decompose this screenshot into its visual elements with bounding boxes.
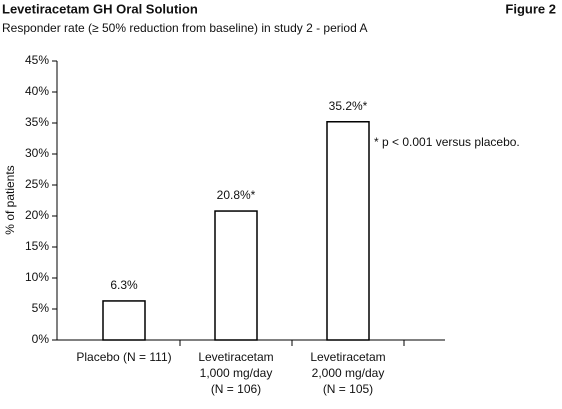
x-tick-label: (N = 106) xyxy=(211,382,261,396)
value-label: 6.3% xyxy=(110,278,138,292)
bar xyxy=(102,300,146,341)
y-tick-label: 20% xyxy=(25,208,49,222)
y-axis-label: % of patients xyxy=(3,165,17,234)
y-tick-label: 15% xyxy=(25,239,49,253)
chart-subtitle: Responder rate (≥ 50% reduction from bas… xyxy=(2,21,367,35)
y-tick-label: 35% xyxy=(25,115,49,129)
annotation: * p < 0.001 versus placebo. xyxy=(374,135,520,149)
bar xyxy=(214,210,258,341)
x-tick-label: Levetiracetam xyxy=(198,350,273,364)
y-tick-label: 30% xyxy=(25,146,49,160)
y-tick-label: 45% xyxy=(25,53,49,67)
x-tick-label: 2,000 mg/day xyxy=(312,366,385,380)
x-tick-label: Levetiracetam xyxy=(310,350,385,364)
value-label: 35.2%* xyxy=(329,99,368,113)
figure-label: Figure 2 xyxy=(505,1,556,16)
y-tick-label: 40% xyxy=(25,84,49,98)
x-tick-label: (N = 105) xyxy=(323,382,373,396)
y-tick-label: 0% xyxy=(32,332,50,346)
bar xyxy=(326,121,370,341)
chart-title: Levetiracetam GH Oral Solution xyxy=(2,1,198,16)
y-tick-label: 10% xyxy=(25,270,49,284)
y-tick-label: 5% xyxy=(32,301,50,315)
x-tick-label: 1,000 mg/day xyxy=(200,366,273,380)
y-tick-label: 25% xyxy=(25,177,49,191)
x-tick-label: Placebo (N = 111) xyxy=(76,350,171,364)
value-label: 20.8%* xyxy=(217,188,256,202)
